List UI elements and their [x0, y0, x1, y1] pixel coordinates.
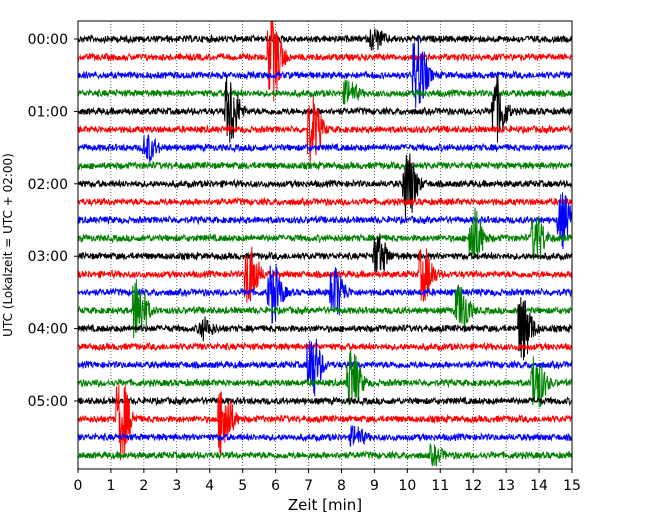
trace-6: [78, 134, 572, 163]
x-tick-label-8: 8: [337, 478, 346, 494]
trace-10: [78, 192, 572, 250]
trace-16: [78, 297, 572, 361]
y-tick-label-0: 00:00: [28, 32, 68, 48]
trace-2: [78, 34, 572, 108]
x-tick-label-7: 7: [304, 478, 313, 494]
trace-5: [78, 96, 572, 164]
x-tick-label-9: 9: [370, 478, 379, 494]
trace-8: [78, 153, 572, 218]
x-tick-label-1: 1: [106, 478, 115, 494]
x-tick-label-15: 15: [563, 478, 581, 494]
x-tick-label-4: 4: [205, 478, 214, 494]
trace-21: [78, 384, 572, 461]
y-tick-label-4: 04:00: [28, 322, 68, 338]
trace-1: [78, 21, 572, 102]
y-tick-label-5: 05:00: [28, 394, 68, 410]
y-tick-label-1: 01:00: [28, 104, 68, 120]
trace-17: [78, 341, 572, 352]
trace-11: [78, 207, 572, 261]
trace-22: [78, 425, 572, 447]
trace-12: [78, 233, 572, 275]
x-tick-label-10: 10: [398, 478, 416, 494]
trace-15: [78, 279, 572, 339]
trace-4: [78, 75, 572, 143]
trace-19: [78, 349, 572, 408]
x-tick-label-14: 14: [530, 478, 548, 494]
seismic-traces: [78, 21, 572, 467]
x-tick-label-6: 6: [271, 478, 280, 494]
trace-20: [78, 395, 572, 407]
trace-18: [78, 338, 572, 397]
x-tick-label-11: 11: [431, 478, 449, 494]
trace-7: [78, 160, 572, 171]
trace-23: [78, 443, 572, 467]
x-tick-label-13: 13: [497, 478, 515, 494]
trace-14: [78, 263, 572, 324]
x-tick-label-5: 5: [238, 478, 247, 494]
trace-3: [78, 79, 572, 105]
y-axis-ticks: 00:00 01:00 02:00 03:00 04:00 05:00: [28, 32, 78, 410]
x-tick-label-2: 2: [139, 478, 148, 494]
x-axis-label: Zeit [min]: [288, 496, 362, 514]
trace-13: [78, 246, 572, 303]
plot-frame: [77, 20, 573, 470]
trace-0: [78, 28, 572, 51]
trace-9: [78, 196, 572, 208]
x-axis-ticks: 0 1 2 3 4 5 6 7 8 9 10 11 12 13 14 15: [74, 469, 581, 494]
y-tick-label-3: 03:00: [28, 249, 68, 265]
y-tick-label-2: 02:00: [28, 177, 68, 193]
y-axis-label: UTC (Lokalzeit = UTC + 02:00): [1, 153, 15, 337]
x-tick-label-3: 3: [172, 478, 181, 494]
x-tick-label-0: 0: [74, 478, 83, 494]
x-tick-label-12: 12: [464, 478, 482, 494]
